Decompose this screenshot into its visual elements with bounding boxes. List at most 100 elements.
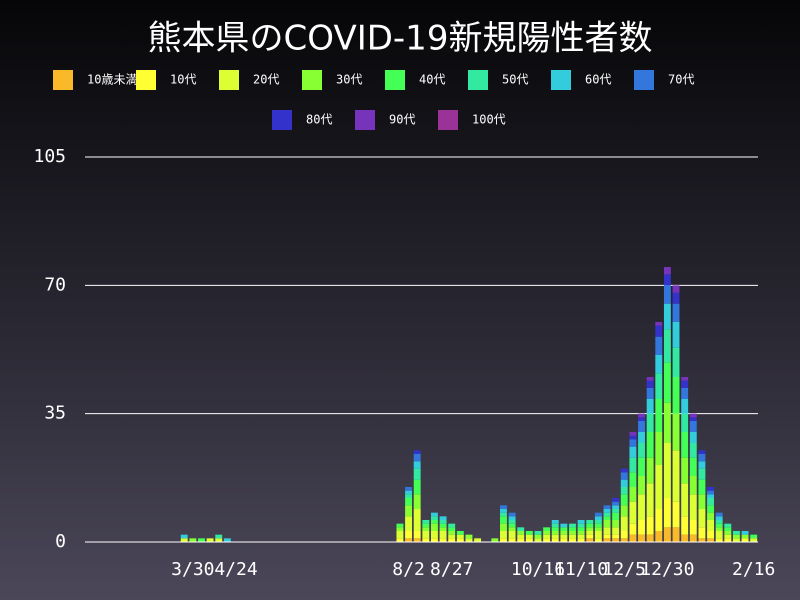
bar-segment <box>525 538 533 542</box>
bar-segment <box>430 538 438 542</box>
bar-segment <box>560 531 568 535</box>
bar-segment <box>646 413 654 432</box>
bar-segment <box>594 516 602 520</box>
bar-segment <box>612 534 620 539</box>
x-tick-label: 10/16 <box>511 559 565 580</box>
bar-segment <box>517 534 525 539</box>
bar-segment <box>689 421 697 432</box>
bar-segment <box>620 538 628 542</box>
bar-segment <box>569 531 576 535</box>
bar-segment <box>681 380 689 388</box>
bar-segment <box>707 494 714 498</box>
bar-segment <box>655 509 663 531</box>
bar-segment <box>715 538 723 542</box>
bar-segment <box>517 531 525 535</box>
bar-segment <box>586 527 594 531</box>
legend-swatch <box>468 70 488 90</box>
bar-segment <box>724 527 732 531</box>
bar-segment <box>430 512 438 517</box>
bar-segment <box>517 538 525 542</box>
bar-segment <box>474 538 482 542</box>
legend-swatch <box>634 70 654 90</box>
x-tick-label: 12/30 <box>640 559 694 580</box>
bar-segment <box>430 516 438 520</box>
bar-segment <box>577 538 585 542</box>
bar-segment <box>655 373 663 399</box>
legend-swatch <box>438 110 458 130</box>
legend-swatch <box>53 70 73 90</box>
bar-segment <box>586 531 594 535</box>
bar-segment <box>638 432 645 443</box>
bar-segment <box>672 527 680 542</box>
bar-segment <box>698 454 706 462</box>
bar-segment <box>396 523 404 528</box>
bar-segment <box>629 435 637 440</box>
bar-segment <box>629 457 637 473</box>
bar-segment <box>698 494 706 509</box>
bar-segment <box>638 413 645 418</box>
bar-segment <box>586 520 594 524</box>
bar-segment <box>594 512 602 517</box>
bar-segment <box>525 531 533 535</box>
bar-segment <box>603 505 611 509</box>
bar-segment <box>681 399 689 414</box>
legend-label: 80代 <box>306 113 332 127</box>
bar-segment <box>698 509 706 528</box>
bar-segment <box>594 527 602 531</box>
bar-segment <box>603 534 611 539</box>
bar-segment <box>603 516 611 520</box>
bar-segment <box>603 527 611 535</box>
bar-segment <box>612 512 620 520</box>
bar-segment <box>491 538 499 542</box>
x-tick-label: 3/30 <box>171 559 214 580</box>
bar-segment <box>646 483 654 517</box>
bar-segment <box>439 538 447 542</box>
bar-segment <box>594 523 602 528</box>
bar-segment <box>663 267 671 275</box>
bar-segment <box>638 520 645 535</box>
bar-segment <box>448 527 456 531</box>
bar-segment <box>655 399 663 432</box>
bar-segment <box>646 516 654 535</box>
bar-segment <box>612 505 620 509</box>
bar-segment <box>672 347 680 377</box>
bar-segment <box>543 531 551 535</box>
bar-segment <box>698 527 706 539</box>
legend-label: 100代 <box>472 113 506 127</box>
bar-segment <box>508 531 516 539</box>
y-tick-label: 0 <box>55 531 66 552</box>
bar-segment <box>396 527 404 531</box>
bar-segment <box>715 516 723 520</box>
bar-segment <box>465 538 473 542</box>
bar-segment <box>629 523 637 535</box>
bar-segment <box>672 303 680 322</box>
bar-segment <box>741 538 749 542</box>
bar-segment <box>612 538 620 542</box>
bar-segment <box>508 520 516 524</box>
bar-segment <box>422 527 430 531</box>
bar-segment <box>569 538 576 542</box>
bar-segment <box>439 520 447 524</box>
legend-swatch <box>355 110 375 130</box>
bar-segment <box>413 509 421 531</box>
bar-segment <box>405 531 413 539</box>
legend-swatch <box>219 70 239 90</box>
bar-segment <box>405 516 413 531</box>
bar-segment <box>663 329 671 363</box>
bar-segment <box>603 509 611 513</box>
bar-segment <box>707 538 714 542</box>
bar-segment <box>508 538 516 542</box>
bar-segment <box>724 523 732 528</box>
bar-segment <box>681 483 689 517</box>
bar-segment <box>560 538 568 542</box>
bar-segment <box>620 494 628 506</box>
bar-segment <box>655 322 663 326</box>
bar-segment <box>638 476 645 495</box>
bar-segment <box>646 432 654 458</box>
bar-segment <box>750 538 758 542</box>
bar-segment <box>439 523 447 528</box>
bar-segment <box>508 527 516 531</box>
bar-segment <box>707 512 714 520</box>
bar-segment <box>689 413 697 418</box>
bar-segment <box>724 538 732 542</box>
